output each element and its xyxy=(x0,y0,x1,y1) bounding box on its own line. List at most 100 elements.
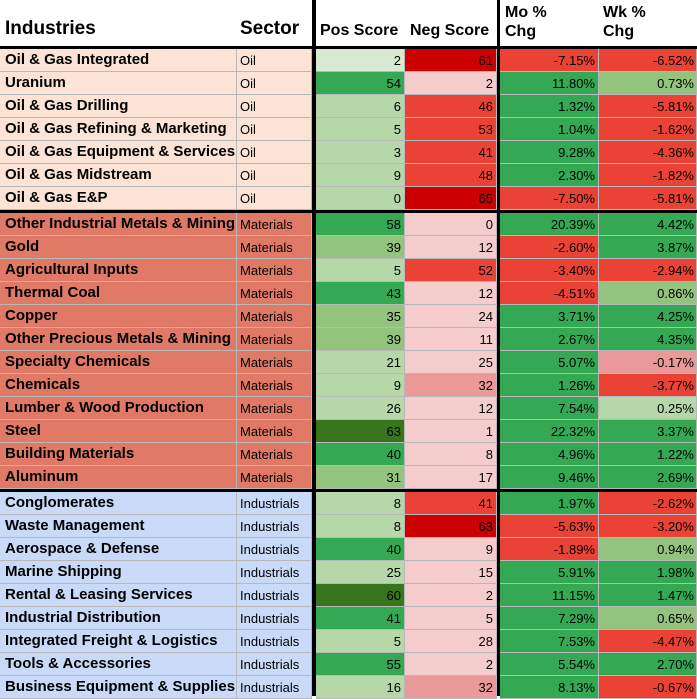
mo-chg-cell[interactable]: 2.67% xyxy=(500,328,599,351)
neg-score-cell[interactable]: 9 xyxy=(405,538,497,561)
neg-score-cell[interactable]: 12 xyxy=(405,236,497,259)
mo-chg-cell[interactable]: 1.32% xyxy=(500,95,599,118)
wk-chg-cell[interactable]: -2.62% xyxy=(599,492,697,515)
neg-score-cell[interactable]: 2 xyxy=(405,584,497,607)
sector-cell[interactable]: Industrials xyxy=(237,561,312,584)
industry-cell[interactable]: Other Industrial Metals & Mining xyxy=(0,213,237,236)
sector-cell[interactable]: Industrials xyxy=(237,492,312,515)
table-row[interactable]: Oil & Gas Midstream Oil 9 48 2.30% -1.82% xyxy=(0,164,697,187)
sector-cell[interactable]: Materials xyxy=(237,236,312,259)
pos-score-cell[interactable]: 43 xyxy=(316,282,405,305)
sector-cell[interactable]: Industrials xyxy=(237,630,312,653)
industry-cell[interactable]: Gold xyxy=(0,236,237,259)
table-row[interactable]: Waste Management Industrials 8 63 -5.63% -3.2… xyxy=(0,515,697,538)
pos-score-cell[interactable]: 9 xyxy=(316,374,405,397)
mo-chg-cell[interactable]: 3.71% xyxy=(500,305,599,328)
industry-cell[interactable]: Oil & Gas Equipment & Services xyxy=(0,141,237,164)
pos-score-cell[interactable]: 41 xyxy=(316,607,405,630)
pos-score-cell[interactable]: 25 xyxy=(316,561,405,584)
mo-chg-cell[interactable]: 9.28% xyxy=(500,141,599,164)
table-row[interactable]: Copper Materials 35 24 3.71% 4.25% xyxy=(0,305,697,328)
wk-chg-cell[interactable]: -3.77% xyxy=(599,374,697,397)
wk-chg-cell[interactable]: -4.36% xyxy=(599,141,697,164)
industry-cell[interactable]: Steel xyxy=(0,420,237,443)
wk-chg-cell[interactable]: -3.20% xyxy=(599,515,697,538)
neg-score-cell[interactable]: 48 xyxy=(405,164,497,187)
table-row[interactable]: Other Industrial Metals & Mining Material… xyxy=(0,213,697,236)
table-row[interactable]: Oil & Gas Integrated Oil 2 61 -7.15% -6.52% xyxy=(0,49,697,72)
neg-score-cell[interactable]: 41 xyxy=(405,141,497,164)
wk-chg-cell[interactable]: 1.47% xyxy=(599,584,697,607)
neg-score-cell[interactable]: 0 xyxy=(405,213,497,236)
table-row[interactable]: Integrated Freight & Logistics Industrial… xyxy=(0,630,697,653)
industry-cell[interactable]: Specialty Chemicals xyxy=(0,351,237,374)
header-sector[interactable]: Sector xyxy=(240,18,300,39)
industry-cell[interactable]: Uranium xyxy=(0,72,237,95)
sector-cell[interactable]: Oil xyxy=(237,95,312,118)
table-row[interactable]: Chemicals Materials 9 32 1.26% -3.77% xyxy=(0,374,697,397)
pos-score-cell[interactable]: 3 xyxy=(316,141,405,164)
mo-chg-cell[interactable]: -3.40% xyxy=(500,259,599,282)
table-row[interactable]: Uranium Oil 54 2 11.80% 0.73% xyxy=(0,72,697,95)
neg-score-cell[interactable]: 8 xyxy=(405,443,497,466)
sector-cell[interactable]: Materials xyxy=(237,213,312,236)
table-row[interactable]: Lumber & Wood Production Materials 26 12 7.5… xyxy=(0,397,697,420)
pos-score-cell[interactable]: 39 xyxy=(316,328,405,351)
sector-cell[interactable]: Oil xyxy=(237,72,312,95)
sector-cell[interactable]: Materials xyxy=(237,282,312,305)
wk-chg-cell[interactable]: 0.25% xyxy=(599,397,697,420)
neg-score-cell[interactable]: 28 xyxy=(405,630,497,653)
table-row[interactable]: Industrial Distribution Industrials 41 5 7.2… xyxy=(0,607,697,630)
table-row[interactable]: Building Materials Materials 40 8 4.96% 1.22% xyxy=(0,443,697,466)
sector-cell[interactable]: Materials xyxy=(237,351,312,374)
wk-chg-cell[interactable]: 0.86% xyxy=(599,282,697,305)
neg-score-cell[interactable]: 11 xyxy=(405,328,497,351)
sector-cell[interactable]: Materials xyxy=(237,374,312,397)
mo-chg-cell[interactable]: 5.91% xyxy=(500,561,599,584)
pos-score-cell[interactable]: 5 xyxy=(316,630,405,653)
sector-cell[interactable]: Industrials xyxy=(237,515,312,538)
neg-score-cell[interactable]: 32 xyxy=(405,374,497,397)
mo-chg-cell[interactable]: 4.96% xyxy=(500,443,599,466)
mo-chg-cell[interactable]: 22.32% xyxy=(500,420,599,443)
mo-chg-cell[interactable]: 7.29% xyxy=(500,607,599,630)
mo-chg-cell[interactable]: 7.53% xyxy=(500,630,599,653)
sector-cell[interactable]: Industrials xyxy=(237,538,312,561)
neg-score-cell[interactable]: 2 xyxy=(405,72,497,95)
pos-score-cell[interactable]: 39 xyxy=(316,236,405,259)
industry-cell[interactable]: Rental & Leasing Services xyxy=(0,584,237,607)
sector-cell[interactable]: Materials xyxy=(237,397,312,420)
neg-score-cell[interactable]: 53 xyxy=(405,118,497,141)
pos-score-cell[interactable]: 55 xyxy=(316,653,405,676)
industry-cell[interactable]: Tools & Accessories xyxy=(0,653,237,676)
industry-cell[interactable]: Thermal Coal xyxy=(0,282,237,305)
table-row[interactable]: Oil & Gas E&P Oil 0 65 -7.50% -5.81% xyxy=(0,187,697,210)
header-mo-chg[interactable]: Mo % Chg xyxy=(505,3,585,41)
neg-score-cell[interactable]: 2 xyxy=(405,653,497,676)
sector-cell[interactable]: Industrials xyxy=(237,584,312,607)
neg-score-cell[interactable]: 52 xyxy=(405,259,497,282)
table-row[interactable]: Oil & Gas Refining & Marketing Oil 5 53 1.04… xyxy=(0,118,697,141)
neg-score-cell[interactable]: 12 xyxy=(405,282,497,305)
industry-cell[interactable]: Oil & Gas Drilling xyxy=(0,95,237,118)
mo-chg-cell[interactable]: 11.80% xyxy=(500,72,599,95)
table-row[interactable]: Oil & Gas Equipment & Services Oil 3 41 9.28… xyxy=(0,141,697,164)
industry-cell[interactable]: Oil & Gas Integrated xyxy=(0,49,237,72)
pos-score-cell[interactable]: 9 xyxy=(316,164,405,187)
wk-chg-cell[interactable]: -2.94% xyxy=(599,259,697,282)
table-row[interactable]: Agricultural Inputs Materials 5 52 -3.40% -2.… xyxy=(0,259,697,282)
industry-cell[interactable]: Integrated Freight & Logistics xyxy=(0,630,237,653)
industry-cell[interactable]: Marine Shipping xyxy=(0,561,237,584)
table-row[interactable]: Other Precious Metals & Mining Materials 3… xyxy=(0,328,697,351)
table-row[interactable]: Business Equipment & Supplies Industrials… xyxy=(0,676,697,699)
header-pos-score[interactable]: Pos Score xyxy=(320,22,399,39)
pos-score-cell[interactable]: 6 xyxy=(316,95,405,118)
wk-chg-cell[interactable]: 0.65% xyxy=(599,607,697,630)
wk-chg-cell[interactable]: 4.42% xyxy=(599,213,697,236)
industry-cell[interactable]: Agricultural Inputs xyxy=(0,259,237,282)
wk-chg-cell[interactable]: -5.81% xyxy=(599,187,697,210)
industry-cell[interactable]: Conglomerates xyxy=(0,492,237,515)
sector-cell[interactable]: Materials xyxy=(237,443,312,466)
wk-chg-cell[interactable]: 1.98% xyxy=(599,561,697,584)
pos-score-cell[interactable]: 31 xyxy=(316,466,405,489)
